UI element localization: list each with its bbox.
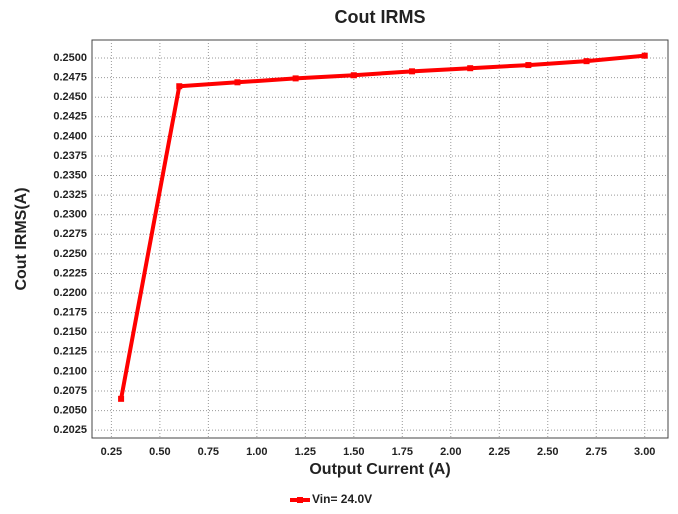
y-tick-label: 0.2300 <box>53 209 87 221</box>
data-point <box>350 72 357 79</box>
data-point <box>641 52 648 59</box>
y-tick-label: 0.2225 <box>53 267 87 279</box>
legend-marker <box>297 497 303 503</box>
y-tick-label: 0.2200 <box>53 287 87 299</box>
x-tick-label: 0.50 <box>149 446 170 458</box>
data-point <box>525 62 532 69</box>
y-tick-label: 0.2400 <box>53 130 87 142</box>
x-tick-label: 1.50 <box>343 446 364 458</box>
y-tick-label: 0.2250 <box>53 248 87 260</box>
x-tick-label: 2.25 <box>489 446 510 458</box>
y-tick-label: 0.2175 <box>53 307 87 319</box>
x-tick-label: 0.75 <box>198 446 219 458</box>
y-axis-label: Cout IRMS(A) <box>13 187 30 290</box>
x-tick-label: 1.00 <box>246 446 267 458</box>
data-point <box>292 75 299 82</box>
y-tick-label: 0.2125 <box>53 346 87 358</box>
series-line <box>119 53 645 400</box>
y-tick-label: 0.2150 <box>53 326 87 338</box>
y-tick-label: 0.2350 <box>53 169 87 181</box>
data-point <box>409 68 415 75</box>
x-tick-label: 1.75 <box>392 446 413 458</box>
y-tick-label: 0.2500 <box>53 52 87 64</box>
y-tick-label: 0.2475 <box>53 72 87 84</box>
data-point <box>583 58 590 65</box>
data-point <box>176 83 183 90</box>
y-tick-label: 0.2050 <box>53 404 87 416</box>
y-tick-label: 0.2425 <box>53 111 87 123</box>
y-tick-label: 0.2450 <box>53 91 87 103</box>
x-tick-label: 1.25 <box>295 446 316 458</box>
x-tick-label: 3.00 <box>634 446 655 458</box>
y-tick-label: 0.2375 <box>53 150 87 162</box>
x-tick-label: 0.25 <box>101 446 122 458</box>
data-point <box>118 395 125 402</box>
legend-label: Vin= 24.0V <box>312 492 372 506</box>
data-point <box>467 65 474 72</box>
x-axis-label: Output Current (A) <box>309 461 450 478</box>
y-tick-label: 0.2075 <box>53 385 87 397</box>
y-tick-label: 0.2100 <box>53 365 87 377</box>
y-tick-label: 0.2025 <box>53 424 87 436</box>
x-tick-label: 2.00 <box>440 446 461 458</box>
y-tick-label: 0.2275 <box>53 228 87 240</box>
data-point <box>234 79 241 86</box>
x-tick-label: 2.75 <box>586 446 607 458</box>
x-tick-label: 2.50 <box>537 446 558 458</box>
chart-title: Cout IRMS <box>335 7 426 27</box>
y-tick-label: 0.2325 <box>53 189 87 201</box>
